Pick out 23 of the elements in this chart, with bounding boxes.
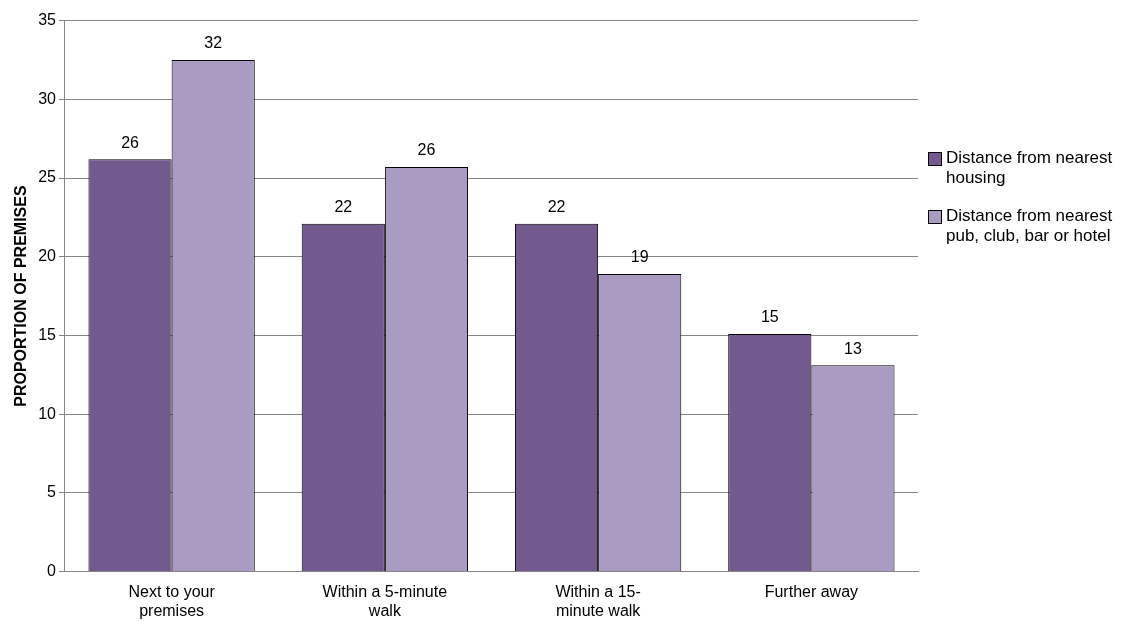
x-tick-label: Next to your premises — [128, 582, 216, 619]
legend-label: Distance from nearest housing — [946, 148, 1114, 188]
data-label: 13 — [844, 339, 862, 357]
y-tick-label: 30 — [38, 89, 57, 107]
data-label: 32 — [204, 34, 223, 52]
data-label: 26 — [121, 133, 140, 151]
data-label: 22 — [547, 198, 566, 216]
y-axis-title: PROPORTION OF PREMISES — [12, 185, 30, 407]
legend-label: Distance from nearest pub, club, bar or hotel — [946, 206, 1114, 246]
y-tick-label: 0 — [47, 562, 57, 580]
data-label: 19 — [630, 248, 649, 266]
y-tick-label: 35 — [38, 11, 57, 29]
y-tick-label: 10 — [38, 404, 57, 422]
y-tick-label: 25 — [38, 168, 57, 186]
x-tick-label: Within a 5-minute walk — [322, 582, 448, 619]
y-tick-label: 15 — [38, 325, 57, 343]
data-label: 15 — [760, 308, 779, 326]
x-tick-label: Within a 15-minute walk — [555, 582, 642, 619]
data-label: 22 — [334, 198, 353, 216]
y-tick-label: 5 — [47, 483, 57, 501]
data-label: 26 — [417, 141, 436, 159]
x-tick-label: Further away — [764, 582, 859, 600]
y-tick-label: 20 — [38, 247, 57, 265]
